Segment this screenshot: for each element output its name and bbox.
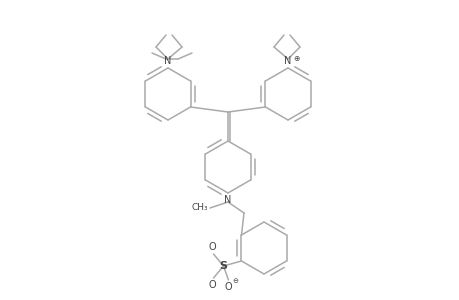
Text: N: N — [224, 195, 231, 205]
Text: ⊕: ⊕ — [292, 54, 299, 63]
Text: N: N — [284, 56, 291, 66]
Text: O: O — [208, 280, 216, 290]
Text: O: O — [224, 282, 232, 292]
Text: N: N — [164, 56, 171, 66]
Text: S: S — [219, 261, 227, 271]
Text: CH₃: CH₃ — [191, 203, 207, 212]
Text: ⊖: ⊖ — [232, 278, 238, 284]
Text: O: O — [208, 242, 216, 252]
